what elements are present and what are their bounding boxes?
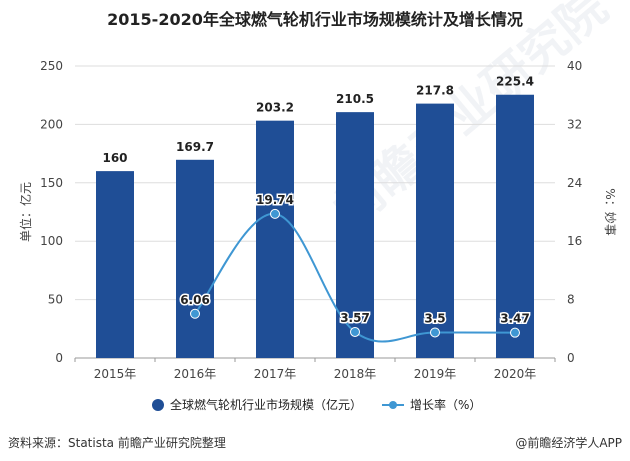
y-tick-label: 0 <box>55 351 63 365</box>
bar-value-label: 203.2 <box>256 101 294 115</box>
growth-label-halo: 3.47 <box>500 312 530 326</box>
bar-value-label: 210.5 <box>336 92 374 106</box>
y-tick-label: 100 <box>40 234 63 248</box>
y2-tick-label: 32 <box>567 117 582 131</box>
growth-value-label: 6.06 <box>180 293 210 307</box>
growth-point <box>190 308 200 319</box>
y2-axis-title: %：妙事 <box>603 188 617 235</box>
x-tick-label: 2016年 <box>174 367 217 381</box>
bar <box>256 120 294 358</box>
y2-tick-label: 0 <box>567 351 575 365</box>
x-tick-label: 2019年 <box>414 367 457 381</box>
growth-label-halo: 19.74 <box>256 193 294 207</box>
growth-value-label: 3.5 <box>424 311 445 325</box>
brand-note: @前瞻经济学人APP <box>515 436 622 450</box>
legend-bar-swatch <box>152 399 164 411</box>
x-tick-label: 2017年 <box>254 367 297 381</box>
x-tick-label: 2018年 <box>334 367 377 381</box>
legend-line-marker <box>389 401 397 409</box>
bar-value-label: 160 <box>102 151 127 165</box>
legend-bar-label: 全球燃气轮机行业市场规模（亿元） <box>170 397 362 412</box>
bar-value-label: 217.8 <box>416 84 454 98</box>
bar-value-label: 169.7 <box>176 140 214 154</box>
y-axis-title: 单位：亿元 <box>18 182 33 242</box>
y-tick-label: 50 <box>48 293 63 307</box>
growth-point <box>430 327 440 338</box>
growth-value-label: 3.57 <box>340 311 370 325</box>
growth-label-halo: 3.57 <box>340 311 370 325</box>
bar <box>496 94 534 359</box>
growth-line <box>194 212 516 343</box>
y2-tick-label: 16 <box>567 234 582 248</box>
bar <box>176 159 214 358</box>
y2-tick-label: 40 <box>567 59 582 73</box>
x-tick-label: 2015年 <box>94 367 137 381</box>
growth-point <box>270 208 280 219</box>
growth-point <box>350 326 360 337</box>
y-tick-label: 150 <box>40 176 63 190</box>
growth-label-halo: 3.5 <box>424 311 445 325</box>
y2-tick-label: 24 <box>567 176 582 190</box>
legend-line-label: 增长率（%） <box>410 397 481 412</box>
growth-value-label: 19.74 <box>256 193 294 207</box>
x-tick-label: 2020年 <box>494 367 537 381</box>
bar <box>96 171 134 358</box>
chart-title: 2015-2020年全球燃气轮机行业市场规模统计及增长情况 <box>107 10 523 29</box>
growth-point <box>510 327 520 338</box>
bar-value-label: 225.4 <box>496 75 534 89</box>
y2-tick-label: 8 <box>567 293 575 307</box>
source-note: 资料来源：Statista 前瞻产业研究院整理 <box>8 436 226 450</box>
growth-value-label: 3.47 <box>500 312 530 326</box>
growth-label-halo: 6.06 <box>180 293 210 307</box>
y-tick-label: 250 <box>40 59 63 73</box>
y-tick-label: 200 <box>40 117 63 131</box>
bar <box>416 103 454 359</box>
